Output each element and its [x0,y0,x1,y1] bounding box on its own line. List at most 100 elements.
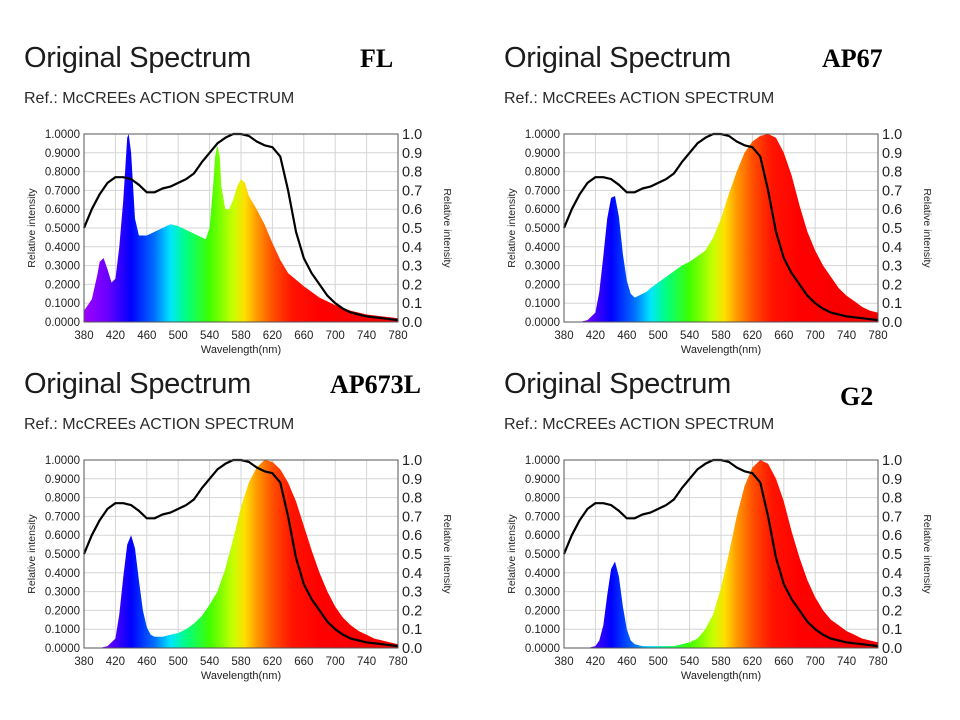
x-tick-label: 500 [169,656,188,668]
chart-title: Original Spectrum [504,368,731,400]
spectrum-chart: 0.00000.10000.20000.30000.40000.50000.60… [506,127,933,356]
chart-subtitle: Ref.: McCREEs ACTION SPECTRUM [24,90,295,107]
y-tick-label-left: 0.7000 [45,511,80,523]
spectrum-area [84,460,398,648]
y-tick-label-left: 0.8000 [45,167,80,179]
x-tick-label: 660 [774,656,793,668]
y-tick-label-left: 0.3000 [525,261,560,273]
y-tick-label-right: 0.3 [882,585,902,601]
y-tick-label-right: 0.1 [882,622,902,638]
x-tick-label: 420 [106,656,125,668]
y-tick-label-right: 0.0 [882,641,902,657]
y-tick-label-right: 0.0 [882,315,902,331]
x-tick-label: 500 [169,330,188,342]
x-tick-label: 380 [74,656,93,668]
y-tick-label-right: 0.5 [402,547,422,563]
y-tick-label-right: 0.7 [882,183,902,199]
lamp-label: FL [360,44,394,73]
y-tick-label-right: 0.9 [402,146,422,162]
x-tick-label: 580 [711,656,730,668]
x-tick-label: 700 [326,330,345,342]
y-tick-label-left: 0.4000 [45,242,80,254]
y-axis-label-right: Relative intensity [921,514,933,594]
chart-title: Original Spectrum [24,368,251,400]
y-tick-label-left: 0.4000 [525,568,560,580]
x-tick-label: 660 [774,330,793,342]
x-tick-label: 380 [554,656,573,668]
plot-frame [563,459,879,649]
x-tick-label: 420 [586,330,605,342]
y-tick-label-left: 0.8000 [525,167,560,179]
lamp-label: AP673L [330,370,421,399]
y-tick-label-right: 0.3 [402,259,422,275]
lamp-label: AP67 [822,44,883,73]
x-tick-label: 580 [711,330,730,342]
y-tick-label-right: 0.6 [882,528,902,544]
y-tick-label-left: 0.1000 [525,624,560,636]
spectrum-area [564,134,878,322]
y-tick-label-right: 0.5 [882,221,902,237]
x-tick-label: 660 [294,656,313,668]
y-tick-label-right: 0.8 [882,491,902,507]
plot-frame [83,133,399,323]
y-tick-label-left: 0.1000 [525,298,560,310]
y-tick-label-right: 0.1 [402,296,422,312]
x-tick-label: 540 [200,330,219,342]
y-tick-label-left: 0.0000 [525,317,560,329]
y-tick-label-right: 0.5 [402,221,422,237]
y-tick-label-right: 0.7 [882,509,902,525]
y-axis-label-right: Relative intensity [441,188,453,268]
y-tick-label-left: 0.5000 [45,549,80,561]
chart-subtitle: Ref.: McCREEs ACTION SPECTRUM [504,90,775,107]
lamp-label: G2 [840,382,874,411]
y-tick-label-right: 0.1 [402,622,422,638]
y-tick-label-left: 0.8000 [45,493,80,505]
y-tick-label-left: 0.3000 [525,587,560,599]
x-tick-label: 580 [231,330,250,342]
y-tick-label-right: 0.5 [882,547,902,563]
y-tick-label-right: 0.9 [882,472,902,488]
chart-title: Original Spectrum [24,42,251,74]
y-tick-label-left: 0.2000 [45,605,80,617]
x-tick-label: 620 [263,656,282,668]
x-tick-label: 740 [357,656,376,668]
y-tick-label-left: 0.6000 [45,204,80,216]
y-tick-label-right: 0.0 [402,641,422,657]
y-tick-label-right: 0.3 [882,259,902,275]
y-tick-label-left: 0.8000 [525,493,560,505]
y-tick-label-left: 0.2000 [525,605,560,617]
y-tick-label-right: 0.9 [882,146,902,162]
y-tick-label-left: 0.9000 [45,474,80,486]
x-tick-label: 660 [294,330,313,342]
y-tick-label-left: 0.4000 [525,242,560,254]
x-tick-label: 380 [554,330,573,342]
y-tick-label-right: 0.1 [882,296,902,312]
x-tick-label: 620 [743,656,762,668]
y-tick-label-right: 0.6 [402,202,422,218]
y-tick-label-left: 1.0000 [45,455,80,467]
x-tick-label: 380 [74,330,93,342]
y-tick-label-left: 0.7000 [525,185,560,197]
x-tick-label: 700 [806,330,825,342]
x-tick-label: 540 [680,656,699,668]
x-tick-label: 740 [357,330,376,342]
x-tick-label: 420 [106,330,125,342]
y-tick-label-left: 0.4000 [45,568,80,580]
chart-panel-g2: Original Spectrum G2 Ref.: McCREEs ACTIO… [480,326,960,686]
x-axis-label: Wavelength(nm) [681,344,761,356]
y-tick-label-right: 0.7 [402,509,422,525]
plot-frame [563,133,879,323]
y-tick-label-right: 0.4 [402,240,422,256]
x-tick-label: 780 [868,656,887,668]
y-tick-label-left: 0.3000 [45,587,80,599]
y-tick-label-left: 1.0000 [525,129,560,141]
x-tick-label: 460 [617,330,636,342]
y-axis-label-left: Relative intensity [506,514,518,594]
y-axis-label-left: Relative intensity [506,188,518,268]
y-tick-label-right: 0.2 [402,603,422,619]
y-tick-label-right: 0.8 [882,165,902,181]
x-tick-label: 700 [806,656,825,668]
y-tick-label-left: 0.0000 [45,643,80,655]
x-tick-label: 460 [137,330,156,342]
y-tick-label-left: 0.7000 [525,511,560,523]
